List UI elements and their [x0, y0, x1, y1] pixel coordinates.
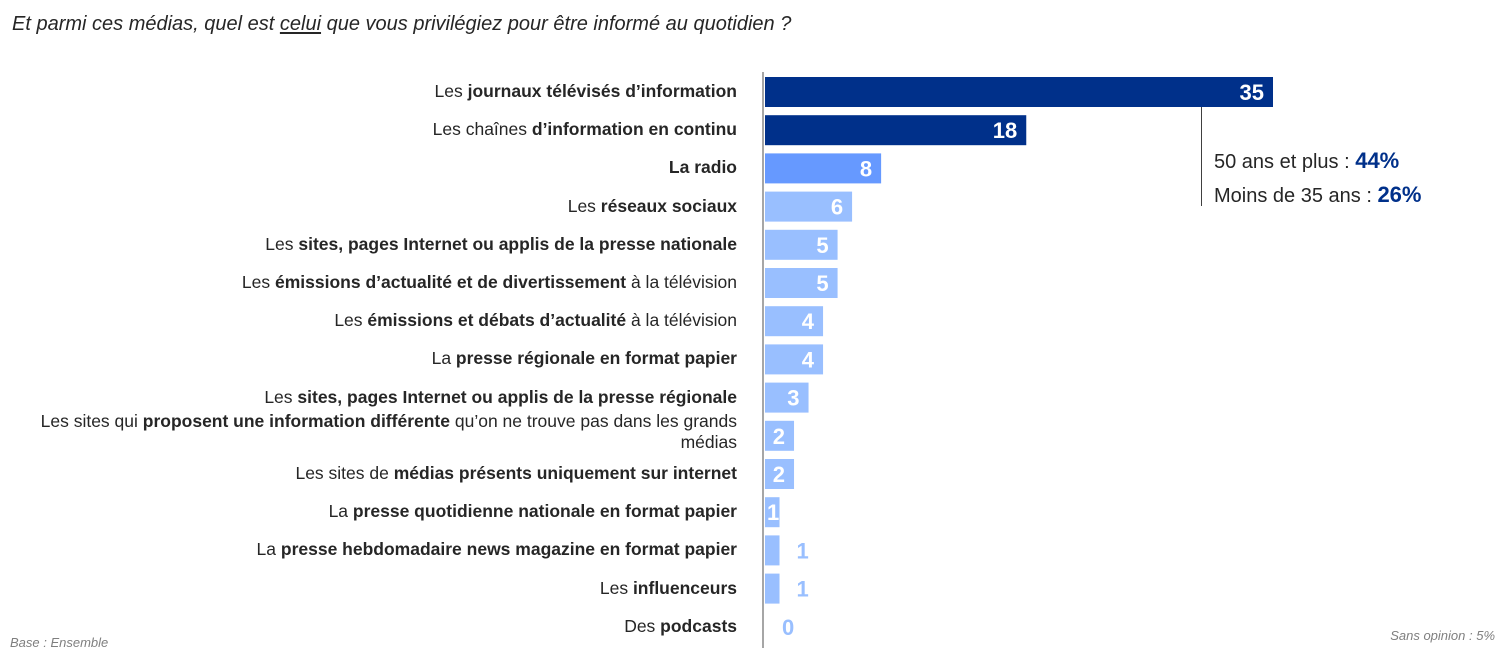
title-underlined-word: celui	[279, 13, 322, 35]
value-label-9: 2	[773, 424, 785, 449]
category-label-segment: émissions d’actualité et de divertisseme…	[274, 272, 627, 292]
value-label-4: 5	[816, 233, 828, 258]
category-label-3: Les réseaux sociaux	[568, 196, 737, 217]
bar-13	[765, 573, 780, 604]
bar-6	[765, 306, 824, 337]
callout-value-50-plus: 44%	[1355, 148, 1400, 173]
category-label-segment: réseaux sociaux	[600, 195, 737, 216]
category-label-segment: Les	[599, 577, 633, 598]
value-label-2: 8	[860, 156, 872, 181]
category-label-segment: d’information en continu	[531, 119, 737, 140]
value-label-13: 1	[797, 577, 809, 602]
callout-line-50-plus: 50 ans et plus : 44%	[1214, 148, 1399, 174]
category-label-13: Les influenceurs	[600, 578, 737, 599]
category-label-segment: La	[431, 348, 456, 369]
value-label-11: 1	[767, 500, 779, 525]
category-label-segment: sites, pages Internet ou applis de la pr…	[298, 233, 737, 254]
bar-3	[765, 191, 853, 222]
y-axis-line	[762, 72, 764, 648]
category-label-segment: Les	[334, 310, 368, 331]
category-label-segment: sites, pages Internet ou applis de la pr…	[297, 386, 737, 407]
category-label-segment: Les	[434, 81, 468, 101]
category-label-0: Les journaux télévisés d’information	[435, 81, 737, 102]
category-label-9: Les sites qui proposent une information …	[7, 411, 737, 453]
category-label-2: La radio	[669, 157, 737, 178]
category-label-5: Les émissions d’actualité et de divertis…	[242, 272, 737, 293]
value-label-7: 4	[802, 347, 815, 372]
category-label-segment: Les	[264, 386, 298, 407]
category-label-11: La presse quotidienne nationale en forma…	[329, 501, 737, 522]
category-label-segment: médias présents uniquement sur internet	[393, 463, 737, 483]
bar-10	[765, 459, 795, 489]
category-label-segment: Les	[567, 195, 601, 216]
chart-title: Et parmi ces médias, quel est celui que …	[12, 13, 791, 36]
callout-label-under-35: Moins de 35 ans :	[1214, 185, 1378, 207]
category-label-segment: Les chaînes	[432, 119, 532, 140]
category-label-segment: La	[328, 501, 353, 522]
value-label-8: 3	[787, 386, 799, 411]
value-label-0: 35	[1240, 80, 1264, 105]
category-label-segment: presse quotidienne nationale en format p…	[352, 501, 737, 522]
value-label-12: 1	[797, 538, 809, 563]
category-label-10: Les sites de médias présents uniquement …	[295, 463, 737, 484]
category-label-4: Les sites, pages Internet ou applis de l…	[265, 234, 737, 255]
callout-label-50-plus: 50 ans et plus :	[1214, 151, 1356, 173]
bar-8	[765, 382, 809, 413]
category-label-segment: qu’on ne trouve pas dans les grands médi…	[450, 410, 737, 452]
bar-9	[765, 420, 795, 451]
callout-connector-line	[1201, 107, 1202, 206]
bar-1	[765, 115, 1027, 146]
category-label-14: Des podcasts	[624, 616, 737, 637]
title-text-after: que vous privilégiez pour être informé a…	[321, 13, 792, 35]
category-label-segment: Des	[624, 615, 661, 636]
category-label-segment: podcasts	[660, 615, 737, 636]
value-label-5: 5	[816, 271, 828, 296]
category-label-segment: à la télévision	[626, 310, 737, 331]
footnote-sans-opinion: Sans opinion : 5%	[1390, 628, 1495, 643]
value-label-14: 0	[782, 615, 794, 640]
category-label-segment: à la télévision	[626, 272, 737, 292]
category-label-8: Les sites, pages Internet ou applis de l…	[264, 387, 737, 408]
bar-4	[765, 229, 838, 260]
category-label-segment: Les	[241, 272, 275, 292]
value-label-10: 2	[773, 462, 785, 487]
footnote-base: Base : Ensemble	[10, 635, 109, 650]
category-label-segment: Les sites qui	[40, 410, 143, 431]
value-label-3: 6	[831, 195, 843, 220]
category-label-segment: La radio	[668, 157, 737, 178]
category-label-segment: émissions et débats d’actualité	[367, 310, 627, 331]
value-label-1: 18	[993, 118, 1017, 143]
category-label-6: Les émissions et débats d’actualité à la…	[334, 310, 737, 331]
category-label-segment: presse hebdomadaire news magazine en for…	[280, 539, 737, 560]
callout-line-under-35: Moins de 35 ans : 26%	[1214, 182, 1421, 208]
category-label-segment: presse régionale en format papier	[455, 348, 737, 369]
category-label-segment: proposent une information différente	[142, 410, 450, 431]
bar-2	[765, 153, 882, 184]
category-label-segment: La	[256, 539, 281, 560]
category-label-7: La presse régionale en format papier	[432, 348, 737, 369]
category-label-segment: Les	[265, 233, 299, 254]
callout-value-under-35: 26%	[1377, 182, 1422, 207]
category-label-segment: Les sites de	[295, 463, 394, 483]
bar-5	[765, 268, 838, 298]
category-label-segment: journaux télévisés d’information	[467, 81, 737, 101]
category-label-12: La presse hebdomadaire news magazine en …	[257, 539, 737, 560]
value-label-6: 4	[802, 309, 815, 334]
bar-12	[765, 535, 780, 566]
bar-0	[765, 77, 1273, 107]
category-label-segment: influenceurs	[632, 577, 737, 598]
title-text-before: Et parmi ces médias, quel est	[12, 13, 280, 35]
bar-7	[765, 344, 824, 375]
bar-11	[765, 497, 780, 528]
category-label-1: Les chaînes d’information en continu	[433, 119, 737, 140]
